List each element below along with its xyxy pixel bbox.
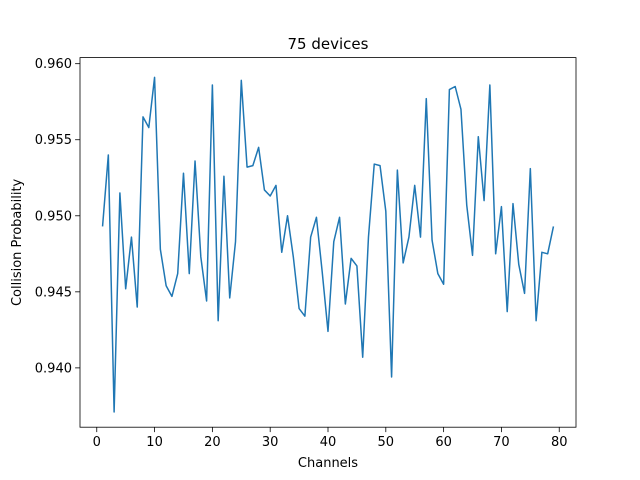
y-tick-label: 0.960 bbox=[35, 57, 72, 72]
y-tick-label: 0.945 bbox=[35, 285, 72, 300]
series-lines bbox=[101, 76, 555, 413]
x-tick-label: 0 bbox=[93, 435, 101, 450]
series-line-0 bbox=[101, 76, 555, 413]
x-tick-label: 10 bbox=[146, 435, 163, 450]
x-axis-label: Channels bbox=[298, 456, 358, 471]
y-axis-ticks: 0.940 0.945 0.950 0.955 0.960 bbox=[35, 57, 80, 376]
x-tick-label: 50 bbox=[378, 435, 395, 450]
y-tick-label: 0.950 bbox=[35, 209, 72, 224]
plot-frame bbox=[79, 57, 577, 428]
x-tick-label: 20 bbox=[204, 435, 221, 450]
x-tick-label: 40 bbox=[320, 435, 337, 450]
chart-title: 75 devices bbox=[288, 35, 369, 53]
x-tick-label: 80 bbox=[551, 435, 568, 450]
y-tick-label: 0.940 bbox=[35, 361, 72, 376]
x-tick-label: 70 bbox=[493, 435, 510, 450]
x-tick-label: 30 bbox=[262, 435, 279, 450]
plot-area bbox=[80, 57, 576, 428]
y-tick-label: 0.955 bbox=[35, 133, 72, 148]
y-axis-label: Collision Probability bbox=[10, 178, 25, 306]
x-axis-ticks: 0 10 20 30 40 50 60 70 80 bbox=[93, 427, 568, 450]
x-tick-label: 60 bbox=[435, 435, 452, 450]
